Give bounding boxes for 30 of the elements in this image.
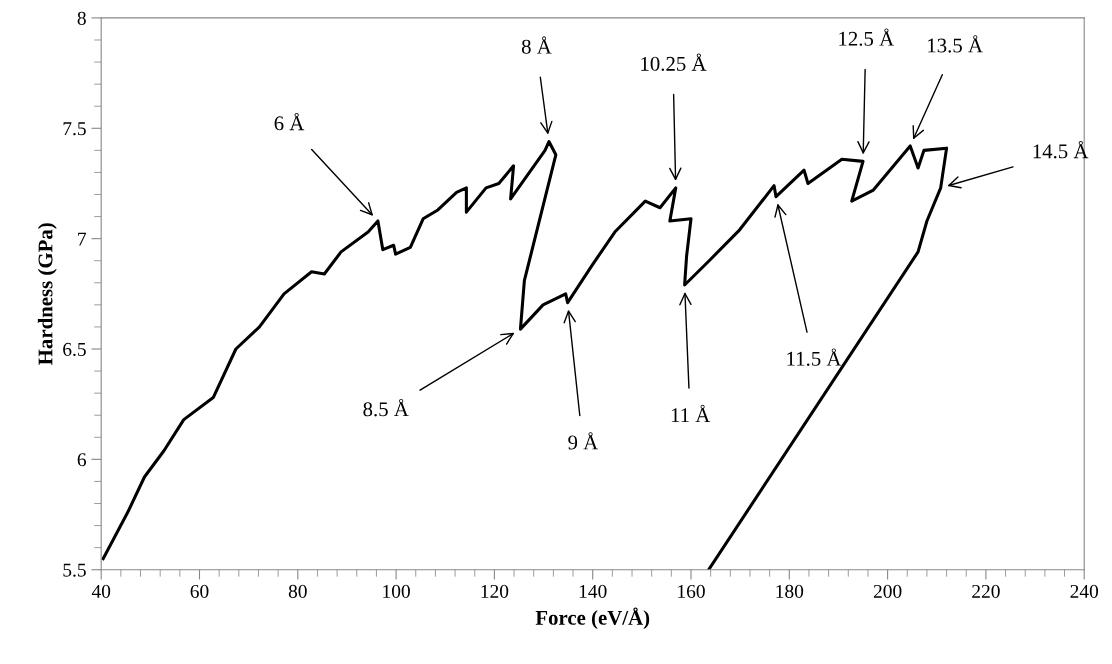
annotation: 11 Å bbox=[671, 404, 711, 422]
x-tick-label: 200 bbox=[873, 584, 902, 598]
x-tick-label: 120 bbox=[481, 584, 509, 598]
x-tick-label: 220 bbox=[972, 584, 1000, 598]
y-tick-label: 8 bbox=[77, 11, 86, 25]
annotation: 8.5 Å bbox=[363, 398, 409, 417]
x-tick-label: 180 bbox=[776, 584, 804, 598]
annotation: 11.5 Å bbox=[787, 348, 842, 366]
annotation: 6 Å bbox=[274, 112, 305, 131]
annotation: 10.25 Å bbox=[641, 53, 707, 71]
annotation: 12.5 Å bbox=[839, 28, 894, 46]
y-tick-label: 6 bbox=[77, 453, 87, 467]
y-tick-label: 6.5 bbox=[63, 342, 86, 357]
annotation: 14.5 Å bbox=[1033, 141, 1089, 159]
x-tick-label: 240 bbox=[1070, 584, 1099, 598]
x-axis-title: Force (eV/Å) bbox=[535, 607, 650, 630]
x-tick-label: 60 bbox=[190, 584, 209, 598]
x-tick-label: 80 bbox=[288, 584, 307, 598]
x-tick-label: 160 bbox=[678, 584, 705, 598]
y-axis-title: Hardness (GPa) bbox=[37, 223, 57, 365]
y-tick-label: 5.5 bbox=[63, 563, 86, 577]
x-tick-label: 40 bbox=[91, 584, 111, 598]
y-tick-label: 7.5 bbox=[63, 122, 86, 136]
y-tick-label: 7 bbox=[78, 232, 87, 246]
annotation: 13.5 Å bbox=[928, 35, 983, 53]
x-tick-label: 140 bbox=[579, 584, 607, 598]
annotation: 8 Å bbox=[521, 36, 552, 54]
annotation: 9 Å bbox=[568, 432, 599, 450]
x-tick-label: 100 bbox=[383, 584, 410, 598]
line-series bbox=[101, 140, 949, 570]
